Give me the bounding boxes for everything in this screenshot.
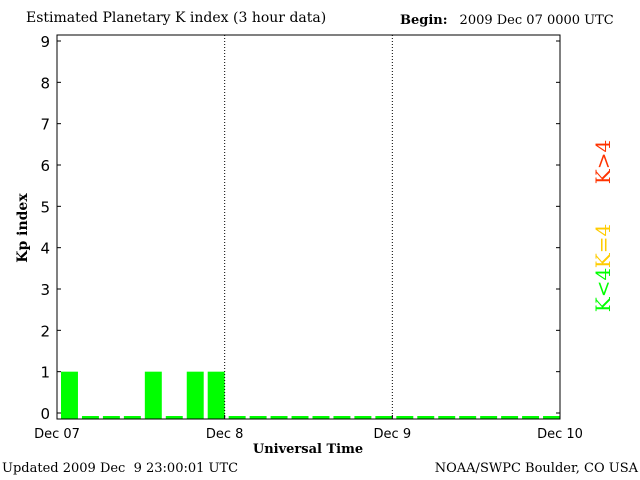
y-tick-label: 1	[40, 364, 50, 382]
y-tick-label: 4	[40, 240, 50, 258]
kp-bar	[207, 371, 225, 419]
chart-title: Estimated Planetary K index (3 hour data…	[26, 10, 327, 26]
kp-bar	[102, 416, 120, 419]
kp-bar	[501, 416, 519, 419]
kp-bar	[249, 416, 267, 419]
plot-frame	[56, 34, 561, 420]
kp-bar	[417, 416, 435, 419]
y-tick-label: 6	[40, 157, 50, 175]
legend-item: K<4	[591, 268, 615, 312]
x-tick-label: Dec 10	[537, 427, 583, 442]
kp-bar	[543, 416, 560, 419]
y-tick-label: 5	[40, 198, 50, 216]
credit-text: NOAA/SWPC Boulder, CO USA	[434, 461, 638, 476]
kp-bar	[123, 416, 141, 419]
kp-bar	[522, 416, 540, 419]
begin-info: Begin: 2009 Dec 07 0000 UTC	[400, 13, 614, 28]
kp-bar	[459, 416, 477, 419]
y-axis-label: Kp index	[15, 193, 31, 263]
kp-bar	[312, 416, 330, 419]
begin-label: Begin:	[400, 13, 448, 28]
kp-bar	[270, 416, 288, 419]
kp-bar	[186, 371, 204, 419]
kp-bar	[333, 416, 351, 419]
kp-bar	[81, 416, 99, 419]
updated-timestamp: Updated 2009 Dec 9 23:00:01 UTC	[2, 461, 239, 476]
kp-bar	[165, 416, 183, 419]
kp-bar	[228, 416, 246, 419]
y-tick-label: 3	[40, 281, 50, 299]
begin-value: 2009 Dec 07 0000 UTC	[459, 13, 614, 28]
kp-bar	[480, 416, 498, 419]
y-tick-label: 2	[40, 322, 50, 340]
kp-bar	[438, 416, 456, 419]
x-tick-label: Dec 8	[206, 427, 244, 442]
kp-bar	[144, 371, 162, 419]
legend-item: K=4	[591, 224, 615, 268]
x-axis-label: Universal Time	[253, 442, 363, 457]
x-tick-label: Dec 07	[34, 427, 80, 442]
legend-item: K>4	[591, 140, 615, 184]
kp-bar	[291, 416, 309, 419]
y-tick-label: 7	[40, 116, 50, 134]
kp-bar	[375, 416, 393, 419]
kp-bar	[61, 371, 78, 419]
kp-bar	[354, 416, 372, 419]
x-tick-label: Dec 9	[374, 427, 412, 442]
y-tick-label: 0	[40, 405, 50, 423]
kp-bar	[396, 416, 414, 419]
y-tick-label: 8	[40, 74, 50, 92]
y-tick-label: 9	[40, 33, 50, 51]
